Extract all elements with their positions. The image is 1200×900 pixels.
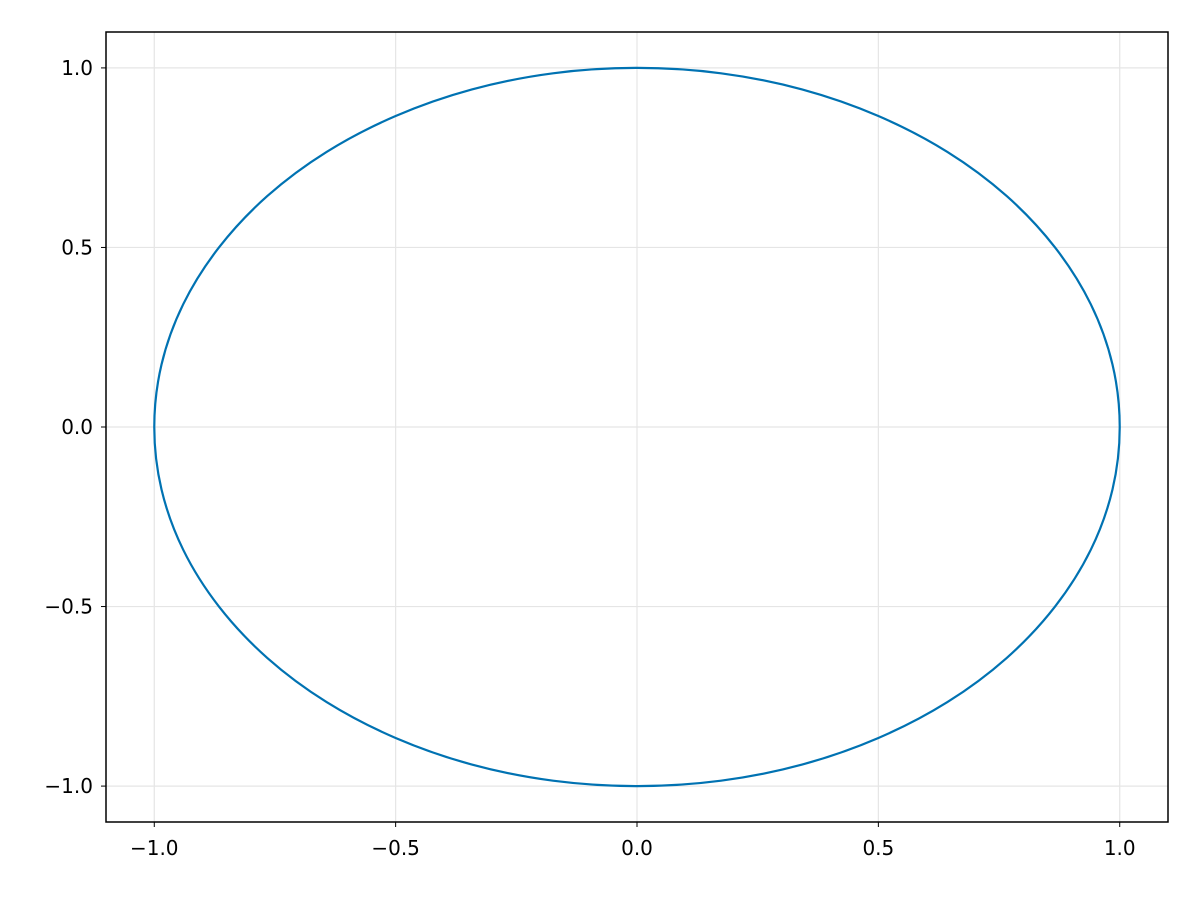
y-tick-label: 1.0 [61,56,93,80]
x-tick-label: −1.0 [130,836,179,860]
y-axis: −1.0 −0.5 0.0 0.5 1.0 [44,56,106,798]
x-tick-label: 1.0 [1104,836,1136,860]
y-tick-label: −1.0 [44,774,93,798]
y-tick-label: −0.5 [44,595,93,619]
y-tick-label: 0.0 [61,415,93,439]
x-tick-label: 0.0 [621,836,653,860]
grid [106,32,1168,822]
x-axis: −1.0 −0.5 0.0 0.5 1.0 [130,822,1136,860]
x-tick-label: −0.5 [371,836,420,860]
x-tick-label: 0.5 [862,836,894,860]
series [153,66,1121,788]
series-line [153,66,1121,788]
y-tick-label: 0.5 [61,235,93,259]
